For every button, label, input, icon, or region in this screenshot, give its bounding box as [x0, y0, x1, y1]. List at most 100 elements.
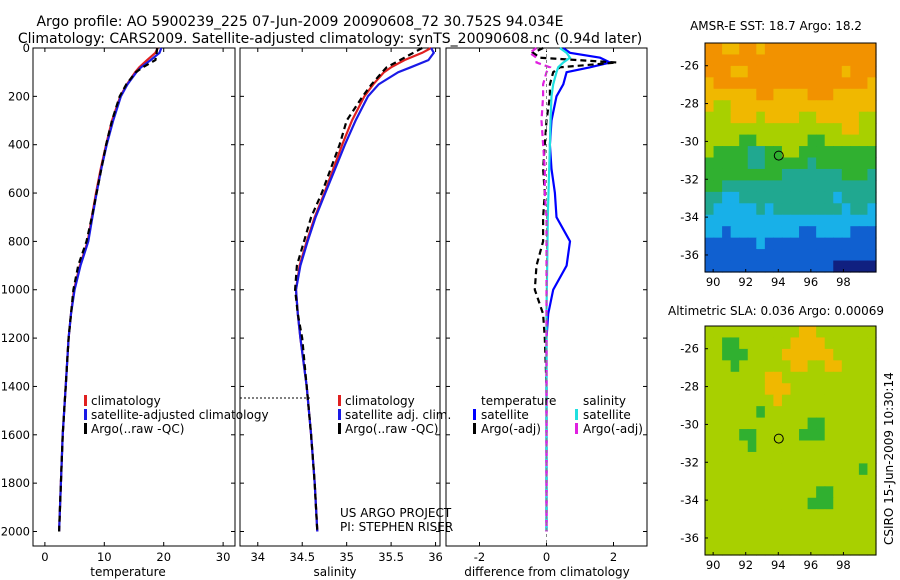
map-cell	[747, 463, 757, 476]
map-cell	[790, 168, 800, 181]
map-cell	[867, 451, 877, 464]
map-cell	[850, 463, 860, 476]
map-cell	[747, 337, 757, 350]
map-cell	[790, 54, 800, 67]
map-cell	[790, 203, 800, 216]
map-cell	[713, 383, 723, 396]
map-cell	[816, 440, 826, 453]
map-cell	[841, 383, 851, 396]
map-cell	[807, 337, 817, 350]
map-cell	[867, 543, 877, 556]
map-cell	[790, 249, 800, 262]
map-frame	[704, 325, 877, 556]
map-cell	[781, 543, 792, 556]
map-cell	[867, 371, 877, 384]
pi-credit: PI: STEPHEN RISER	[340, 520, 453, 534]
map-cell	[747, 451, 757, 464]
map-cell	[756, 348, 766, 361]
map-cell	[722, 134, 732, 147]
map-cell	[773, 337, 783, 350]
map-cell	[747, 486, 757, 499]
map-cell	[722, 348, 732, 361]
map-cell	[858, 520, 869, 533]
map-cell	[747, 509, 757, 522]
map-cell	[824, 100, 834, 113]
map-cell	[756, 157, 766, 170]
map-cell	[739, 146, 749, 159]
map-cell	[799, 180, 809, 193]
series-line-satellite	[545, 47, 572, 532]
map-cell	[799, 157, 809, 170]
map-cell	[833, 168, 843, 181]
map-cell	[764, 77, 774, 90]
map-cell	[816, 237, 826, 250]
map-cell	[764, 394, 774, 407]
map-cell	[824, 260, 834, 273]
map-cell	[747, 360, 757, 373]
x-tick-label: 30	[216, 550, 231, 564]
x-tick-label: 92	[738, 558, 753, 572]
map-cell	[722, 146, 732, 159]
map-cell	[858, 543, 869, 556]
map-cell	[747, 440, 757, 453]
map-cell	[816, 451, 826, 464]
map-cell	[713, 451, 723, 464]
map-cell	[756, 520, 766, 533]
map-cell	[841, 146, 851, 159]
map-cell	[841, 168, 851, 181]
map-cell	[867, 146, 877, 159]
map-cell	[867, 226, 877, 239]
map-cell	[722, 371, 732, 384]
map-cell	[833, 440, 843, 453]
map-cell	[799, 191, 809, 204]
map-cell	[764, 203, 774, 216]
map-cell	[756, 88, 766, 101]
y-tick-label: 400	[8, 138, 30, 152]
map-cell	[713, 65, 723, 78]
map-cell	[867, 249, 877, 262]
map-cell	[773, 497, 783, 510]
map-cell	[858, 191, 869, 204]
map-cell	[833, 337, 843, 350]
map-cell	[841, 111, 851, 124]
map-cell	[713, 168, 723, 181]
map-cell	[824, 54, 834, 67]
map-cell	[730, 463, 740, 476]
map-cell	[816, 532, 826, 545]
map-cell	[781, 100, 792, 113]
map-cell	[713, 497, 723, 510]
map-cell	[773, 237, 783, 250]
map-cell	[807, 168, 817, 181]
legend-label: satellite	[583, 408, 631, 422]
map-cell	[730, 486, 740, 499]
map-cell	[824, 146, 834, 159]
map-cell	[850, 474, 860, 487]
map-cell	[739, 65, 749, 78]
map-cell	[850, 203, 860, 216]
map-cell	[730, 497, 740, 510]
map-cell	[739, 157, 749, 170]
map-cell	[833, 417, 843, 430]
y-tick-label: 1400	[1, 379, 30, 393]
map-cell	[867, 429, 877, 442]
map-cell	[850, 54, 860, 67]
map-cell	[739, 203, 749, 216]
map-cell	[781, 123, 792, 136]
map-cell	[739, 383, 749, 396]
salinity-legend: climatology satellite adj. clim. Argo(..…	[240, 394, 451, 436]
map-cell	[747, 203, 757, 216]
y-tick-label: 1800	[1, 476, 30, 490]
x-tick-label: 0	[543, 550, 550, 564]
y-tick-label: 1200	[1, 331, 30, 345]
map-cell	[756, 249, 766, 262]
map-cell	[799, 214, 809, 227]
map-cell	[713, 249, 723, 262]
map-cell	[773, 509, 783, 522]
map-cell	[747, 226, 757, 239]
temperature-xlabel: temperature	[90, 565, 165, 579]
map-cell	[824, 463, 834, 476]
map-cell	[730, 371, 740, 384]
map-cell	[858, 134, 869, 147]
map-cell	[858, 77, 869, 90]
